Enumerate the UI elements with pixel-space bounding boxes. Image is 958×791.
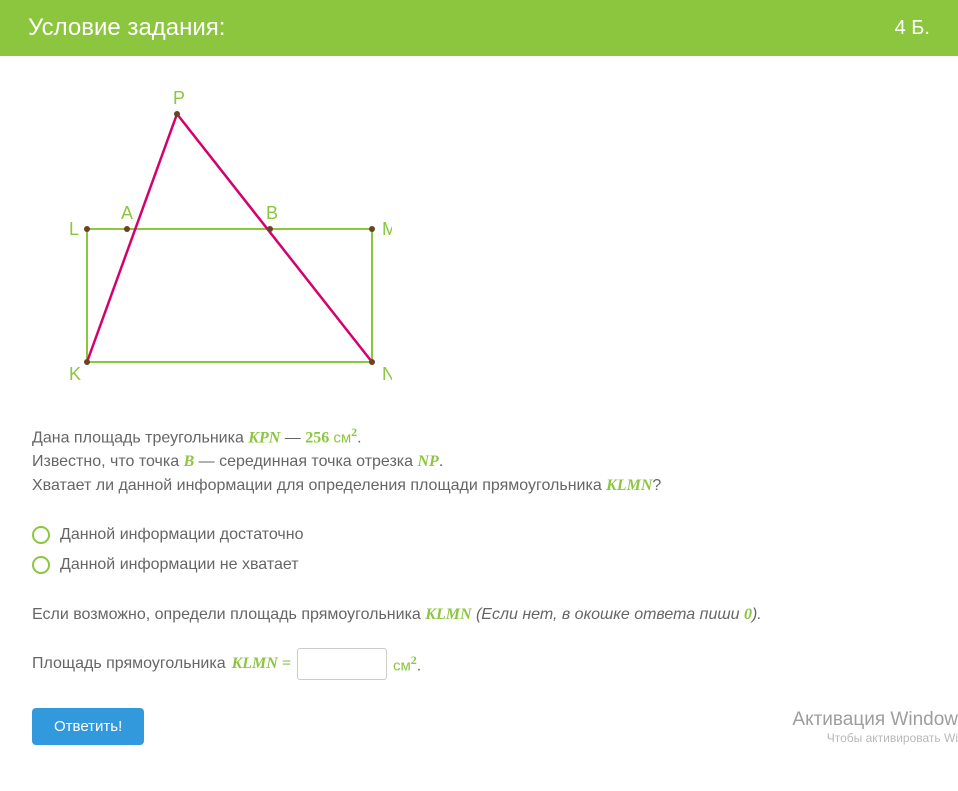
geometry-diagram: P L A B M K N [32, 84, 926, 399]
math-value: 256 [305, 429, 329, 446]
radio-options: Данной информации достаточно Данной инфо… [32, 526, 926, 574]
text: — серединная точка отрезка [194, 453, 417, 470]
windows-activation-watermark: Активация Window Чтобы активировать Wi [792, 709, 958, 745]
math-var: NP [418, 453, 439, 470]
watermark-sub: Чтобы активировать Wi [792, 731, 958, 745]
svg-text:N: N [382, 364, 392, 384]
text: — [280, 429, 305, 446]
header-title: Условие задания: [28, 14, 225, 42]
svg-text:K: K [69, 364, 81, 384]
header-points: 4 Б. [895, 17, 930, 40]
option-label: Данной информации не хватает [60, 556, 299, 574]
problem-line-2: Известно, что точка B — серединная точка… [32, 450, 926, 474]
math-var: B [184, 453, 195, 470]
math-eq: = [278, 655, 291, 672]
option-label: Данной информации достаточно [60, 526, 304, 544]
option-sufficient[interactable]: Данной информации достаточно [32, 526, 926, 544]
area-input[interactable] [297, 648, 387, 680]
text: . [357, 429, 361, 446]
answer-unit-wrap: см2. [393, 653, 421, 675]
problem-text: Дана площадь треугольника KPN — 256 см2.… [32, 423, 926, 498]
text: . [417, 657, 421, 674]
svg-text:L: L [69, 219, 79, 239]
svg-text:A: A [121, 203, 133, 223]
svg-text:M: M [382, 219, 392, 239]
text: . [439, 453, 443, 470]
text: Дана площадь треугольника [32, 429, 248, 446]
answer-expr: KLMN = [232, 655, 291, 673]
hint-text: ). [752, 606, 762, 623]
unit: см [329, 429, 351, 446]
problem-line-1: Дана площадь треугольника KPN — 256 см2. [32, 423, 926, 450]
submit-button[interactable]: Ответить! [32, 708, 144, 745]
content-area: P L A B M K N Дана площадь треугольника KPN — … [0, 56, 958, 765]
watermark-title: Активация Window [792, 709, 958, 731]
question-area: Если возможно, определи площадь прямоуго… [32, 606, 926, 624]
unit: см [393, 657, 411, 674]
text: Известно, что точка [32, 453, 184, 470]
math-var: KLMN [232, 655, 278, 672]
header-bar: Условие задания: 4 Б. [0, 0, 958, 56]
svg-text:P: P [173, 88, 185, 108]
math-var: KLMN [425, 606, 471, 623]
radio-icon [32, 526, 50, 544]
hint-text: (Если нет, в окошке ответа пиши [472, 606, 744, 623]
diagram-svg: P L A B M K N [32, 84, 392, 394]
text: Хватает ли данной информации для определ… [32, 477, 606, 494]
answer-line: Площадь прямоугольника KLMN = см2. [32, 648, 926, 680]
radio-icon [32, 556, 50, 574]
svg-text:B: B [266, 203, 278, 223]
hint-value: 0 [744, 606, 752, 623]
text: Площадь прямоугольника [32, 655, 226, 673]
math-var: KPN [248, 429, 280, 446]
math-var: KLMN [606, 477, 652, 494]
text: Если возможно, определи площадь прямоуго… [32, 606, 425, 623]
text: ? [652, 477, 661, 494]
problem-line-3: Хватает ли данной информации для определ… [32, 474, 926, 498]
option-insufficient[interactable]: Данной информации не хватает [32, 556, 926, 574]
